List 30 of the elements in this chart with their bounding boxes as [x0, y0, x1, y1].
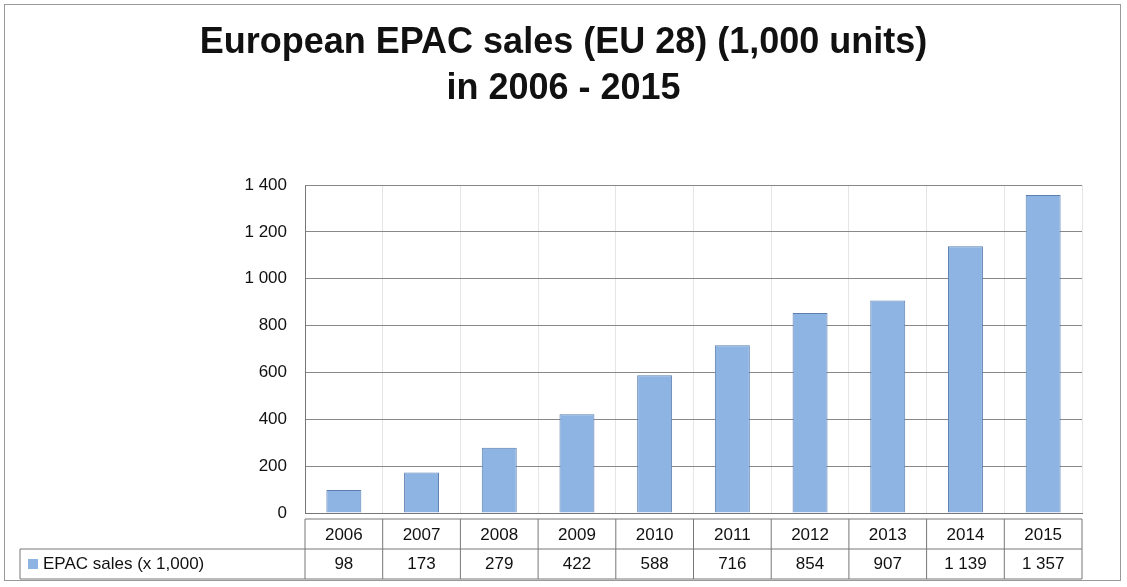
x-tick-label: 2015 — [1024, 524, 1063, 544]
y-tick-label: 800 — [258, 315, 287, 335]
y-tick-label: 200 — [258, 455, 287, 475]
data-label: 1 139 — [944, 553, 987, 573]
data-label: 422 — [562, 553, 592, 573]
data-label: 1 357 — [1021, 553, 1065, 573]
x-tick-label: 2008 — [480, 524, 519, 544]
x-tick-label: 2007 — [402, 524, 441, 544]
y-tick-label: 0 — [277, 502, 287, 522]
data-label: 173 — [407, 553, 436, 573]
x-tick-label: 2013 — [868, 524, 907, 544]
x-tick-label: 2009 — [558, 524, 596, 544]
x-tick-label: 2010 — [635, 524, 674, 544]
x-tick-label: 2006 — [324, 524, 363, 544]
x-tick-label: 2012 — [791, 524, 829, 544]
y-tick-label: 600 — [258, 362, 287, 382]
data-label: 854 — [795, 553, 825, 573]
data-label: 588 — [640, 553, 669, 573]
y-tick-label: 1 200 — [244, 221, 287, 241]
y-tick-label: 400 — [258, 408, 287, 428]
legend-label: EPAC sales (x 1,000) — [43, 553, 205, 573]
data-label: 279 — [485, 553, 514, 573]
chart-title: European EPAC sales (EU 28) (1,000 units) in 2006 - 2015 — [198, 19, 929, 109]
x-tick-label: 2014 — [946, 524, 985, 544]
y-tick-label: 1 000 — [244, 268, 287, 288]
data-label: 716 — [718, 553, 747, 573]
y-tick-label: 1 400 — [244, 174, 287, 194]
data-label: 98 — [334, 553, 354, 573]
data-label: 907 — [873, 553, 902, 573]
x-tick-label: 2011 — [714, 524, 751, 544]
